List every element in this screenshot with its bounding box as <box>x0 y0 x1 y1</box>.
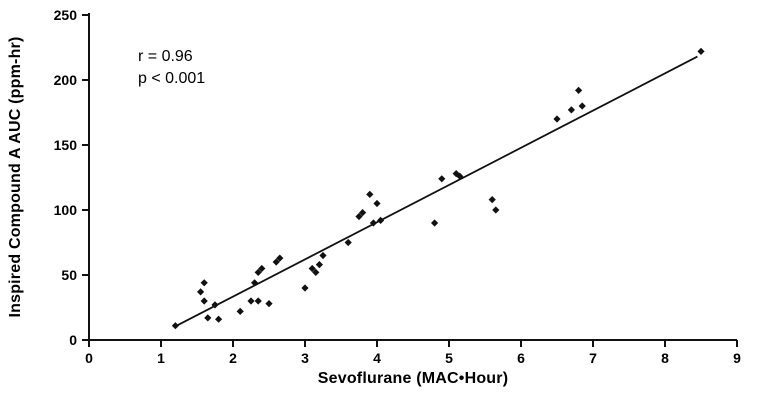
x-tick-label: 4 <box>373 350 381 366</box>
data-point <box>377 216 385 224</box>
data-point <box>308 264 316 273</box>
data-point <box>488 196 496 204</box>
y-tick-label: 250 <box>54 7 78 23</box>
data-point <box>366 190 374 198</box>
data-point <box>251 279 259 287</box>
data-point <box>355 212 363 221</box>
data-point <box>254 297 262 305</box>
data-point <box>369 219 377 227</box>
x-tick-label: 0 <box>85 350 93 366</box>
x-tick-label: 3 <box>301 350 309 366</box>
x-tick-label: 2 <box>229 350 237 366</box>
data-point <box>247 297 255 305</box>
data-point <box>204 314 212 322</box>
data-point <box>301 284 309 292</box>
data-point <box>215 315 223 323</box>
data-point <box>492 206 500 214</box>
x-tick-label: 6 <box>517 350 525 366</box>
data-point <box>315 261 323 269</box>
x-tick-label: 1 <box>157 350 165 366</box>
data-point <box>211 301 219 309</box>
data-point <box>258 264 266 273</box>
data-point <box>171 322 179 330</box>
data-point <box>265 300 273 308</box>
data-point <box>431 219 439 227</box>
data-point <box>312 268 320 276</box>
data-point <box>359 209 367 217</box>
data-point <box>200 297 208 305</box>
r-value-text: r = 0.96 <box>138 48 193 65</box>
data-point <box>553 115 561 123</box>
y-tick-label: 50 <box>61 267 77 283</box>
x-tick-label: 9 <box>733 350 741 366</box>
p-value-text: p < 0.001 <box>138 70 206 87</box>
data-point <box>272 258 280 266</box>
x-axis-label: Sevoflurane (MAC•Hour) <box>317 370 509 387</box>
data-point <box>373 199 381 208</box>
data-point <box>456 172 464 180</box>
data-point <box>254 268 262 276</box>
data-point <box>575 86 583 94</box>
x-tick-label: 8 <box>661 350 669 366</box>
data-point <box>578 102 586 110</box>
data-point <box>344 238 352 247</box>
data-point <box>236 307 244 315</box>
data-point <box>438 175 446 183</box>
correlation-annotation: r = 0.96 p < 0.001 <box>138 46 205 90</box>
x-tick-label: 7 <box>589 350 597 366</box>
x-tick-label: 5 <box>445 350 453 366</box>
y-tick-label: 150 <box>54 137 78 153</box>
y-tick-label: 100 <box>54 202 78 218</box>
data-point <box>200 279 208 287</box>
data-point <box>567 106 575 114</box>
data-point <box>697 47 705 55</box>
y-tick-label: 200 <box>54 72 78 88</box>
data-point <box>276 254 284 262</box>
data-point <box>197 288 205 296</box>
data-point <box>319 251 327 260</box>
regression-line <box>174 55 698 328</box>
y-tick-label: 0 <box>69 332 77 348</box>
